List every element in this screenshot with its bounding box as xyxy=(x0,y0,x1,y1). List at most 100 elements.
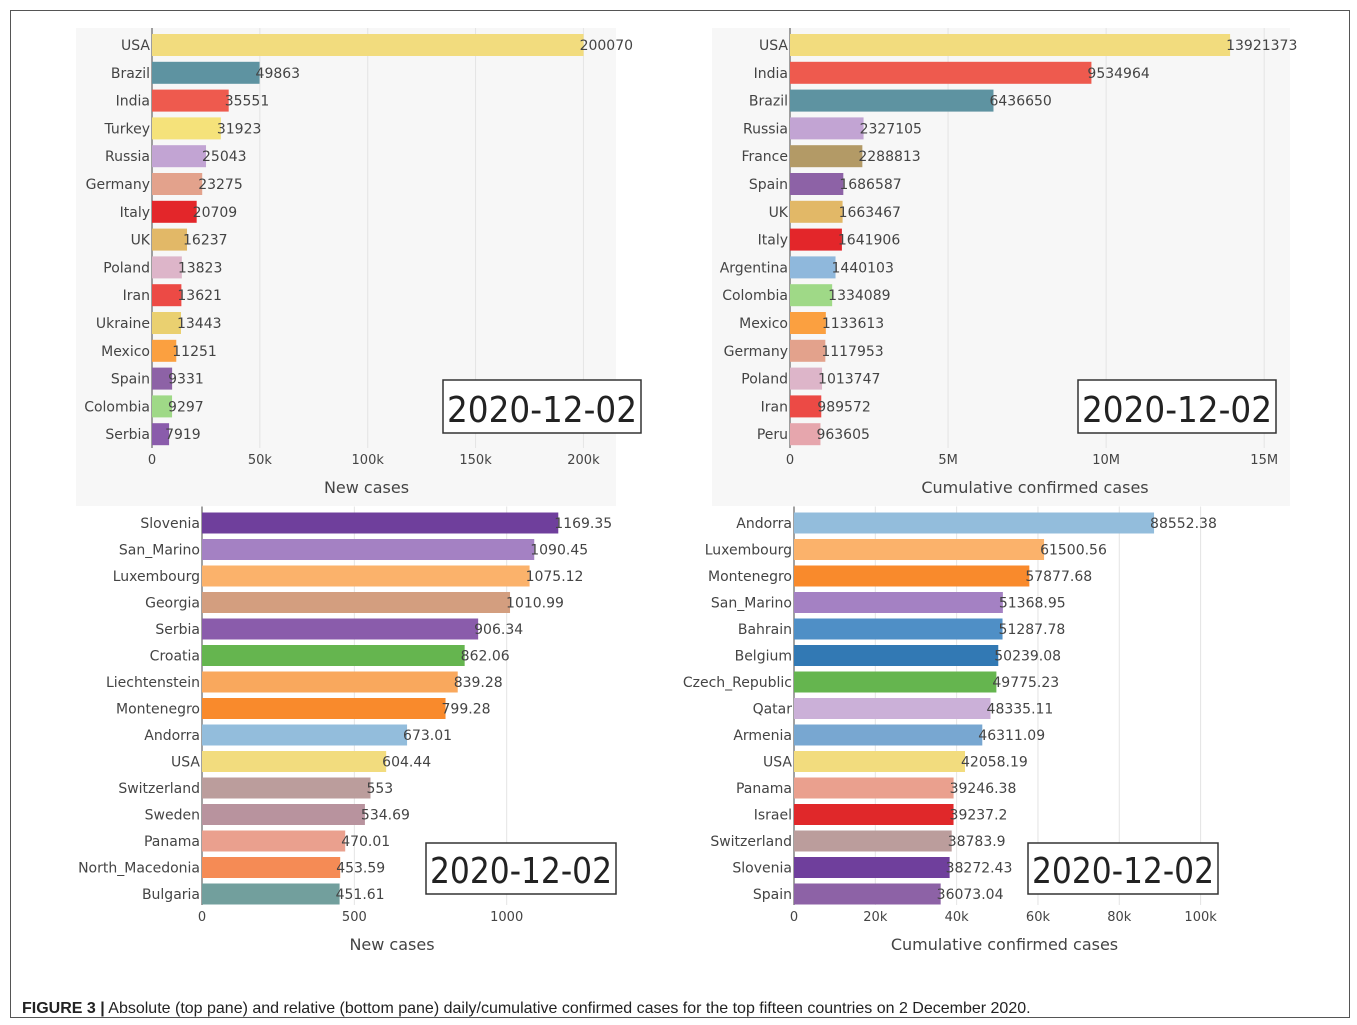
panel3-value-label: 451.61 xyxy=(336,887,385,903)
panel4-category-label: Switzerland xyxy=(710,834,792,850)
panel2-value-label: 1686587 xyxy=(839,177,901,193)
panel4-bar xyxy=(794,724,983,746)
panel2-value-label: 2327105 xyxy=(860,121,922,137)
panel1-category-label: Poland xyxy=(103,260,150,276)
panel2-x-axis-title: Cumulative confirmed cases xyxy=(921,478,1148,497)
panel2-value-label: 1133613 xyxy=(822,316,884,332)
panel4-category-label: Slovenia xyxy=(732,861,792,877)
panel1-bar xyxy=(152,173,203,195)
panel4-x-axis-title: Cumulative confirmed cases xyxy=(891,935,1118,954)
panel1-category-label: India xyxy=(116,94,150,110)
panel1-bar xyxy=(152,145,207,168)
panel3-value-label: 453.59 xyxy=(336,861,385,877)
panel3-date-box xyxy=(425,842,617,895)
panel1-value-label: 25043 xyxy=(202,149,247,165)
panel1-category-label: Russia xyxy=(105,149,150,165)
panel4-x-tick-label: 0 xyxy=(790,910,798,925)
panel3-value-label: 862.06 xyxy=(461,649,510,665)
panel1-date-label: 2020-12-02 xyxy=(447,390,637,431)
panel1-category-label: USA xyxy=(121,38,150,54)
panel3-bar xyxy=(202,751,387,772)
panel4-value-label: 51368.95 xyxy=(999,596,1066,612)
panel3-category-label: Sweden xyxy=(145,808,200,824)
panel2-bar xyxy=(790,284,833,307)
panel4-category-label: Qatar xyxy=(753,702,793,718)
panel4-category-label: Czech_Republic xyxy=(683,675,792,691)
panel2-category-label: Brazil xyxy=(749,94,788,110)
panel4-bar xyxy=(794,592,1003,613)
panel4-category-label: Montenegro xyxy=(708,569,792,585)
panel2-value-label: 2288813 xyxy=(858,149,920,165)
panel4-bar xyxy=(794,804,954,825)
panel1-value-label: 9331 xyxy=(168,372,204,388)
panel1-category-label: UK xyxy=(131,233,151,249)
panel1-category-label: Serbia xyxy=(105,427,150,443)
panel1-category-label: Mexico xyxy=(101,344,150,360)
panel1-category-label: Colombia xyxy=(84,399,150,415)
panel4-bar xyxy=(794,883,941,905)
panel4-bar xyxy=(794,512,1155,534)
charts-canvas: 0 50k 100k 150k 200k USA 200070 Brazil 49863 Indi… xyxy=(78,28,1298,954)
panel2-category-label: Germany xyxy=(724,344,788,360)
panel1-category-label: Italy xyxy=(120,205,150,221)
panel3-value-label: 553 xyxy=(366,781,393,797)
panel3-bar xyxy=(202,698,446,719)
panel2-bar xyxy=(790,34,1231,56)
panel2-bar xyxy=(790,312,826,334)
panel2-category-label: Peru xyxy=(757,427,788,443)
panel3-bar xyxy=(202,777,371,799)
panel2-value-label: 1117953 xyxy=(821,344,883,360)
panel4-value-label: 57877.68 xyxy=(1025,569,1092,585)
panel4-bar xyxy=(794,857,950,878)
panel3-bar xyxy=(202,857,341,878)
panel4-value-label: 36073.04 xyxy=(937,887,1004,903)
panel2-date-label: 2020-12-02 xyxy=(1082,390,1272,431)
panel1-bar xyxy=(152,117,221,140)
panel1-value-label: 13443 xyxy=(177,316,222,332)
panel2-x-tick-label: 10M xyxy=(1092,453,1120,468)
panel3-category-label: Switzerland xyxy=(118,781,200,797)
panel4-value-label: 48335.11 xyxy=(987,702,1054,718)
panel2-value-label: 1641906 xyxy=(838,233,900,249)
panel2-date-box xyxy=(1077,379,1277,434)
panel4-category-label: Armenia xyxy=(733,728,792,744)
panel3-bar xyxy=(202,724,408,746)
panel3-category-label: San_Marino xyxy=(119,543,200,559)
panel3-category-label: Croatia xyxy=(150,649,200,665)
panel1-value-label: 35551 xyxy=(225,94,270,110)
panel3-category-label: Andorra xyxy=(144,728,200,744)
panel2-category-label: France xyxy=(741,149,788,165)
panel4-category-label: Israel xyxy=(754,808,792,824)
panel1-category-label: Germany xyxy=(86,177,150,193)
panel1-category-label: Iran xyxy=(123,288,150,304)
panel1-value-label: 49863 xyxy=(256,66,301,82)
panel3-value-label: 534.69 xyxy=(361,808,410,824)
panel4-category-label: Bahrain xyxy=(738,622,792,638)
panel1-x-tick-label: 150k xyxy=(459,453,492,468)
caption-text: Absolute (top pane) and relative (bottom… xyxy=(108,1000,1031,1017)
panel4-date-label: 2020-12-02 xyxy=(1032,851,1214,892)
panel1-value-label: 16237 xyxy=(183,233,228,249)
panel4-x-tick-label: 40k xyxy=(945,910,970,925)
panel3-x-axis-title: New cases xyxy=(349,935,434,954)
panel4-date-box xyxy=(1027,842,1219,895)
panel1-x-tick-label: 0 xyxy=(148,453,156,468)
panel1-value-label: 9297 xyxy=(168,399,204,415)
panel3-value-label: 604.44 xyxy=(382,755,431,771)
panel3-bar xyxy=(202,671,458,693)
panel1-bar xyxy=(152,284,182,307)
panel2-category-label: Iran xyxy=(761,399,788,415)
panel3-x-tick-label: 500 xyxy=(342,910,367,925)
panel4-category-label: Luxembourg xyxy=(705,543,792,559)
panel2-value-label: 1334089 xyxy=(828,288,890,304)
panel2-category-label: India xyxy=(754,66,788,82)
panel2-bar xyxy=(790,256,836,279)
panel4-category-label: Andorra xyxy=(736,516,792,532)
panel4-value-label: 88552.38 xyxy=(1150,516,1217,532)
panel2-bar xyxy=(790,61,1092,84)
panel1-value-label: 7919 xyxy=(165,427,201,443)
panel4-value-label: 49775.23 xyxy=(992,675,1059,691)
panel3-bar xyxy=(202,883,340,905)
panel4-bar xyxy=(794,565,1030,587)
panel1-category-label: Spain xyxy=(111,372,150,388)
